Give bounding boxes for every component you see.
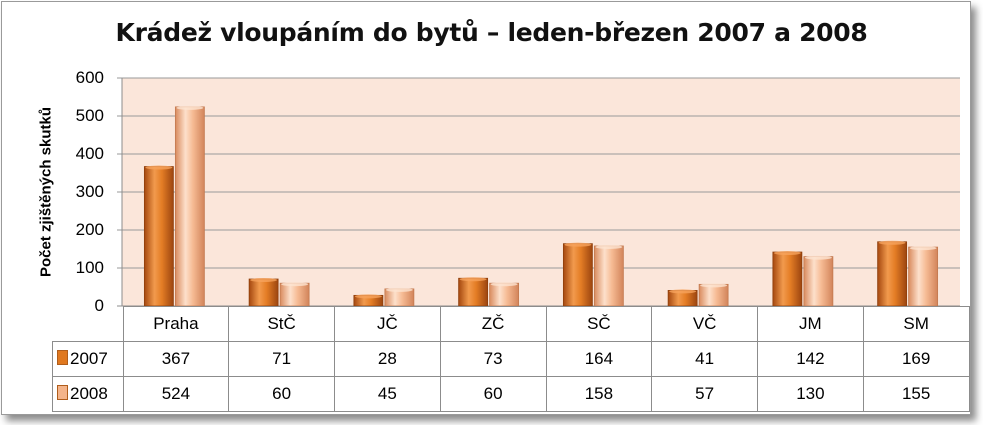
y-tick-label: 400 [75,144,104,163]
data-cell: 73 [439,341,547,377]
bar-top-2008-JM [804,255,832,260]
data-cell: 57 [651,376,758,412]
bar-2007-ZČ [458,277,489,307]
bar-top-2007-JČ [354,294,382,299]
data-cell: 524 [122,376,230,412]
bars [143,105,939,307]
bar-2007-SČ [562,243,593,307]
data-cell: 60 [228,376,335,412]
bar-top-2008-StČ [281,282,309,287]
data-cell: 142 [757,341,864,377]
bar-top-2008-ZČ [490,282,518,287]
legend-key [57,350,68,365]
legend-key [57,385,68,400]
category-label: StČ [228,306,335,342]
y-tick-label: 300 [75,182,104,201]
bar-top-2008-JČ [385,287,413,292]
data-cell: 169 [862,341,970,377]
y-tick-label: 600 [75,68,104,87]
bar-2008-ZČ [489,282,520,307]
data-cell: 45 [334,376,441,412]
category-label: ZČ [439,306,547,342]
category-label: Praha [122,306,230,342]
bar-2008-SM [908,246,939,307]
y-tick-label: 500 [75,106,104,125]
bar-2008-SČ [593,245,624,307]
bar-2008-JM [803,256,834,307]
bar-top-2007-VČ [669,289,697,294]
bar-top-2007-SM [878,240,906,245]
table-row: 2007 367 71 28 73 164 41 142 169 [52,341,970,377]
data-cell: 367 [122,341,230,377]
bar-top-2008-Praha [176,105,204,110]
table-corner [52,306,124,342]
legend-entry: 2008 [52,376,124,412]
category-label: SČ [545,306,653,342]
data-table: Praha StČ JČ ZČ SČ VČ JM SM 2007 367 71 28 73 164 41 14… [52,306,970,412]
bar-2007-SM [877,241,908,307]
legend-label: 2007 [70,349,108,368]
bar-top-2008-SM [909,246,937,251]
data-cell: 164 [545,341,653,377]
data-cell: 155 [862,376,970,412]
legend-entry: 2007 [52,341,124,377]
bar-top-2007-SČ [564,242,592,247]
bar-2008-VČ [698,283,729,307]
bar-2007-StČ [248,278,279,307]
category-label: SM [862,306,970,342]
y-tick-label: 0 [94,296,104,315]
y-tick-label: 100 [75,258,104,277]
data-cell: 158 [545,376,653,412]
data-cell: 28 [334,341,441,377]
bar-top-2008-SČ [595,244,623,249]
bar-top-2007-JM [773,251,801,256]
bar-top-2008-VČ [700,283,728,288]
y-tick-label: 200 [75,220,104,239]
data-cell: 130 [757,376,864,412]
bar-top-2007-StČ [250,278,278,283]
data-cell: 60 [439,376,547,412]
bar-2008-StČ [279,282,310,307]
bar-top-2007-Praha [145,165,173,170]
legend-label: 2008 [70,384,108,403]
category-label: JČ [334,306,441,342]
bar-2008-Praha [174,106,205,307]
category-label: VČ [651,306,758,342]
bar-2007-JM [772,251,803,307]
bar-2007-Praha [143,166,174,307]
data-cell: 41 [651,341,758,377]
table-row: 2008 524 60 45 60 158 57 130 155 [52,376,970,412]
bar-top-2007-ZČ [459,277,487,282]
category-label: JM [757,306,864,342]
data-cell: 71 [228,341,335,377]
chart-title: Krádež vloupáním do bytů – leden-březen … [115,18,868,47]
